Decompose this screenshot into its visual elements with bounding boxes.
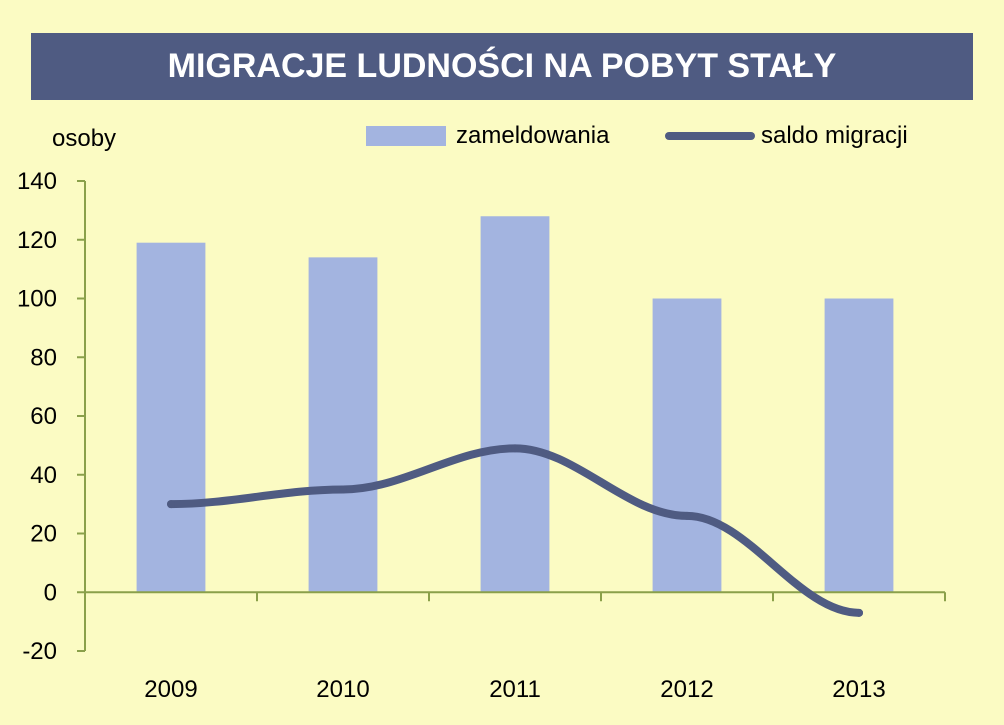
x-tick-label: 2011 [489,676,541,703]
legend-bar-swatch [366,126,446,146]
legend-label-bars: zameldowania [456,122,610,149]
line-point-2009 [167,500,175,509]
line-point-2010 [339,485,347,494]
legend-item-bars: zameldowania [366,122,609,150]
line-saldo-migracji [167,444,863,617]
x-tick-label: 2013 [832,676,885,703]
bar-2013 [824,298,894,593]
chart-title: MIGRACJE LUDNOŚCI NA POBYT STAŁY [167,47,837,85]
legend-line-swatch [665,132,755,140]
y-axis-unit-label: osoby [52,125,117,152]
y-tick-label: 80 [30,344,57,371]
x-tick-label: 2009 [144,676,197,703]
line-point-2011 [511,444,519,453]
y-tick-label: 40 [30,462,57,489]
y-tick-label: -20 [22,638,57,665]
bar-2009 [136,242,206,593]
y-tick-label: 140 [17,168,57,195]
y-tick-label: 0 [44,579,57,606]
y-tick-label: 60 [30,403,57,430]
x-tick-label: 2012 [660,676,713,703]
chart-title-bar: MIGRACJE LUDNOŚCI NA POBYT STAŁY [31,33,973,100]
legend-label-line: saldo migracji [761,122,908,149]
y-tick-label: 120 [17,227,57,254]
y-tick-label: 20 [30,521,57,548]
bar-2012 [652,298,722,593]
legend-item-line: saldo migracji [665,122,908,150]
y-tick-label: 100 [17,286,57,313]
line-point-2012 [683,511,691,520]
x-tick-label: 2010 [316,676,369,703]
line-point-2013 [855,608,863,617]
bar-2010 [308,257,378,593]
bar-2011 [480,216,550,593]
